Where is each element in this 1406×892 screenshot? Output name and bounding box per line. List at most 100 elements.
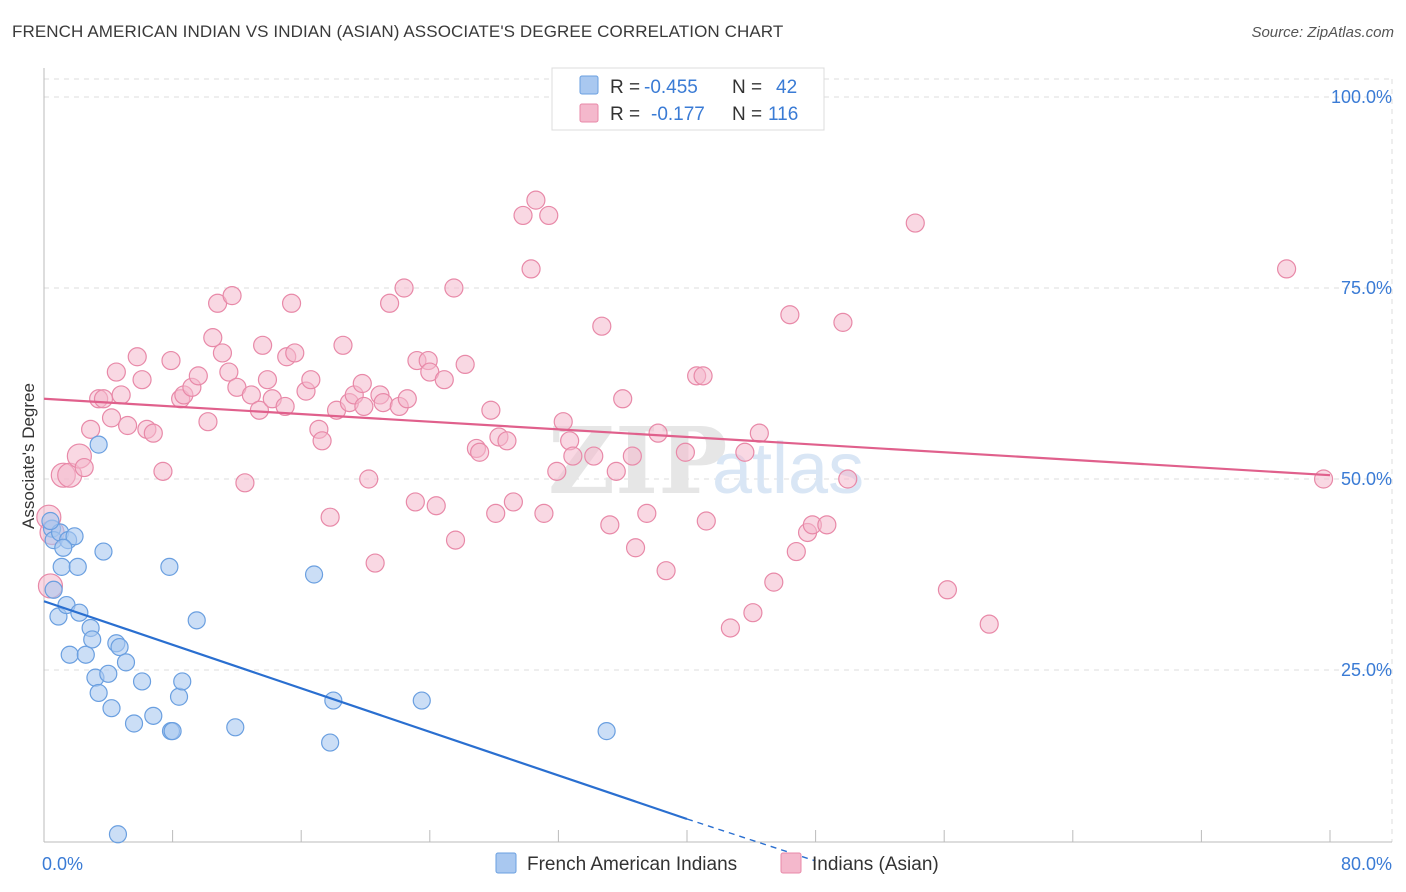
legend-n-value-blue: 42 [776, 77, 797, 98]
pink-point [764, 572, 784, 592]
legend-n-label-blue: N = [732, 77, 762, 98]
pink-point [445, 530, 466, 550]
blue-point [94, 542, 113, 561]
y-tick-labels: 100.0% 75.0% 50.0% 25.0% [1331, 87, 1392, 680]
pink-point [281, 293, 302, 313]
pink-point [503, 492, 523, 512]
pink-point [526, 190, 546, 210]
pink-point [101, 408, 122, 428]
bottom-legend-label-pink: Indians (Asian) [812, 854, 939, 875]
blue-point [60, 645, 79, 664]
blue-point [132, 672, 152, 691]
pink-point [979, 614, 999, 634]
pink-point [132, 370, 152, 390]
pink-point [592, 316, 612, 336]
pink-point [786, 541, 806, 562]
pink-point [693, 366, 713, 386]
pink-point [153, 461, 173, 481]
pink-point [481, 400, 501, 420]
pink-point [352, 373, 372, 394]
pink-point [675, 442, 695, 462]
correlation-legend: R = -0.455 N = 42 R = -0.177 N = 116 [551, 67, 825, 131]
pink-point [203, 328, 223, 348]
pink-point [1313, 469, 1334, 489]
blue-point [304, 565, 324, 584]
pink-point [534, 503, 554, 523]
pink-point [735, 442, 755, 462]
blue-point [52, 557, 71, 576]
axes [43, 68, 1392, 843]
blue-point [65, 527, 84, 546]
legend-r-value-pink: -0.177 [651, 104, 705, 125]
blue-point [108, 825, 128, 844]
pink-point [547, 461, 567, 481]
pink-point [696, 511, 716, 531]
x-tick-label: 80.0% [1341, 854, 1392, 874]
blue-point [226, 718, 245, 737]
blue-point [99, 664, 118, 683]
pink-point [253, 335, 273, 355]
pink-point [486, 503, 506, 523]
blue-point [110, 637, 129, 657]
pink-point [320, 507, 340, 527]
pink-point [905, 213, 925, 233]
legend-r-label-pink: R = [610, 104, 640, 125]
pink-point [143, 423, 163, 443]
blue-point [89, 683, 108, 703]
blue-point [76, 645, 95, 664]
blue-point [102, 699, 121, 718]
pink-point [743, 603, 763, 623]
pink-point [600, 515, 620, 535]
y-tick-label: 75.0% [1341, 278, 1392, 298]
pink-point [111, 385, 131, 405]
pink-point [720, 618, 741, 638]
pink-point [749, 423, 769, 443]
pink-point [219, 362, 239, 382]
blue-point [173, 672, 192, 691]
pink-point [833, 312, 853, 332]
legend-r-label-blue: R = [610, 77, 640, 98]
pink-point [539, 205, 559, 226]
blue-point [83, 630, 102, 649]
pink-point [656, 561, 676, 581]
y-tick-label: 25.0% [1341, 660, 1392, 680]
pink-point [606, 461, 626, 481]
blue-trend-line [43, 600, 688, 821]
pink-point [838, 469, 858, 489]
pink-point [188, 366, 208, 386]
pink-point [426, 496, 446, 516]
pink-point [513, 205, 533, 226]
blue-point [144, 706, 163, 725]
bottom-legend-label-blue: French American Indians [527, 854, 737, 875]
pink-point [613, 389, 633, 409]
pink-point [444, 278, 464, 298]
blue-point [321, 733, 340, 752]
pink-point [301, 370, 321, 390]
blue-point [412, 691, 431, 710]
y-axis-title: Associate's Degree [19, 383, 38, 529]
pink-point [497, 431, 517, 451]
pink-trend-line [43, 397, 1331, 477]
pink-point [584, 446, 604, 466]
pink-point [625, 538, 646, 558]
bottom-legend-swatch-blue [495, 852, 517, 874]
blue-series-points [41, 435, 616, 844]
pink-point [74, 457, 94, 478]
legend-n-label-pink: N = [732, 104, 762, 125]
blue-point [44, 580, 63, 599]
pink-point [161, 350, 181, 371]
y-tick-label: 100.0% [1331, 87, 1392, 107]
chart-title: FRENCH AMERICAN INDIAN VS INDIAN (ASIAN)… [12, 22, 784, 41]
pink-point [553, 412, 573, 432]
pink-point [405, 492, 425, 512]
pink-point [648, 423, 668, 443]
blue-point [187, 611, 206, 630]
blue-point [163, 722, 182, 741]
pink-point [312, 431, 332, 451]
pink-point [354, 396, 374, 417]
blue-point [160, 557, 179, 576]
pink-point [521, 259, 541, 279]
pink-point [222, 286, 242, 306]
pink-point [127, 347, 147, 367]
